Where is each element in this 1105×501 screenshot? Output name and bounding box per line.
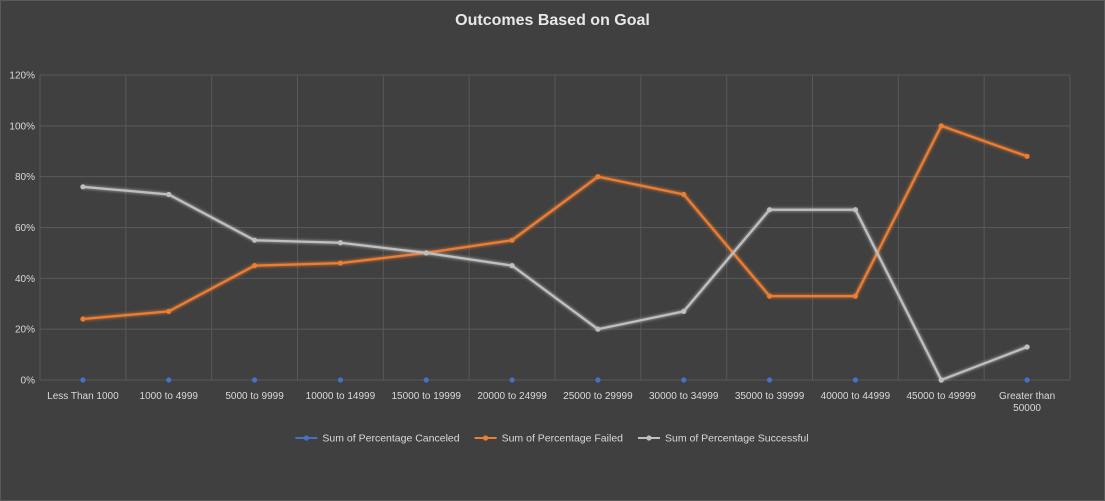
x-tick-label: 1000 to 4999 — [140, 391, 199, 402]
x-tick-label: 5000 to 9999 — [225, 391, 284, 402]
legend-marker — [303, 435, 310, 441]
legend-marker — [482, 435, 489, 441]
legend-item: Sum of Percentage Canceled — [295, 433, 460, 445]
data-point — [852, 377, 859, 383]
data-point — [509, 377, 515, 383]
data-point — [852, 293, 859, 299]
data-point — [337, 260, 344, 266]
x-tick-label: 45000 to 49999 — [906, 391, 976, 402]
y-tick-label: 80% — [15, 172, 35, 183]
data-point — [595, 377, 601, 383]
data-point — [251, 377, 258, 383]
data-point — [509, 237, 515, 243]
data-point — [80, 316, 86, 322]
data-point — [766, 377, 773, 383]
y-tick-label: 120% — [9, 71, 35, 82]
data-point — [681, 308, 687, 314]
legend-label: Sum of Percentage Canceled — [322, 433, 459, 445]
x-tick-label: Less Than 1000 — [47, 391, 119, 402]
data-point — [251, 237, 258, 243]
y-tick-label: 60% — [15, 223, 35, 234]
data-point — [423, 250, 429, 256]
data-point — [766, 293, 773, 299]
data-point — [423, 377, 429, 383]
x-tick-label: 20000 to 24999 — [477, 391, 547, 402]
series-line — [82, 124, 1028, 321]
data-point — [1024, 344, 1030, 350]
legend-label: Sum of Percentage Successful — [665, 433, 809, 445]
x-axis-ticks: Less Than 1000 1000 to 4999 5000 to 9999 10… — [47, 391, 1055, 414]
y-tick-label: 20% — [15, 325, 35, 336]
legend-item: Sum of Percentage Successful — [638, 433, 809, 445]
data-point — [766, 207, 773, 213]
data-point — [681, 377, 687, 383]
data-point — [1024, 377, 1030, 383]
y-axis-ticks: 0% 20% 40% 60% 80% 100% 120% — [9, 71, 35, 387]
chart-title: Outcomes Based on Goal — [455, 12, 650, 29]
series-line — [82, 185, 1028, 382]
series-lines — [80, 123, 1030, 383]
gridlines — [39, 74, 1071, 381]
x-tick-label: 35000 to 39999 — [735, 391, 805, 402]
data-point — [166, 377, 172, 383]
data-point — [681, 191, 687, 198]
data-point — [166, 191, 172, 198]
data-point — [166, 308, 172, 314]
data-point — [938, 377, 944, 383]
legend-marker — [646, 435, 652, 441]
data-point — [852, 207, 859, 213]
x-tick-label: Greater than 50000 — [999, 391, 1055, 414]
legend: Sum of Percentage Canceled Sum of Percent… — [295, 433, 809, 445]
y-tick-label: 40% — [15, 274, 35, 285]
data-point — [1024, 153, 1030, 159]
legend-label: Sum of Percentage Failed — [502, 433, 624, 445]
data-point — [337, 240, 344, 246]
data-point — [80, 184, 86, 190]
x-tick-label: 25000 to 29999 — [563, 391, 633, 402]
data-point — [80, 377, 86, 383]
x-tick-label: 30000 to 34999 — [649, 391, 719, 402]
y-tick-label: 100% — [9, 121, 35, 132]
legend-item: Sum of Percentage Failed — [474, 433, 624, 445]
x-tick-label: 10000 to 14999 — [306, 391, 376, 402]
data-point — [595, 174, 601, 180]
data-point — [595, 326, 601, 332]
data-point — [337, 377, 344, 383]
data-point — [251, 263, 258, 269]
series-3 — [80, 184, 1030, 383]
x-tick-label: 40000 to 44999 — [821, 391, 891, 402]
data-point — [938, 123, 944, 129]
y-tick-label: 0% — [21, 376, 36, 387]
x-tick-label: 15000 to 19999 — [391, 391, 461, 402]
data-point — [509, 263, 515, 269]
